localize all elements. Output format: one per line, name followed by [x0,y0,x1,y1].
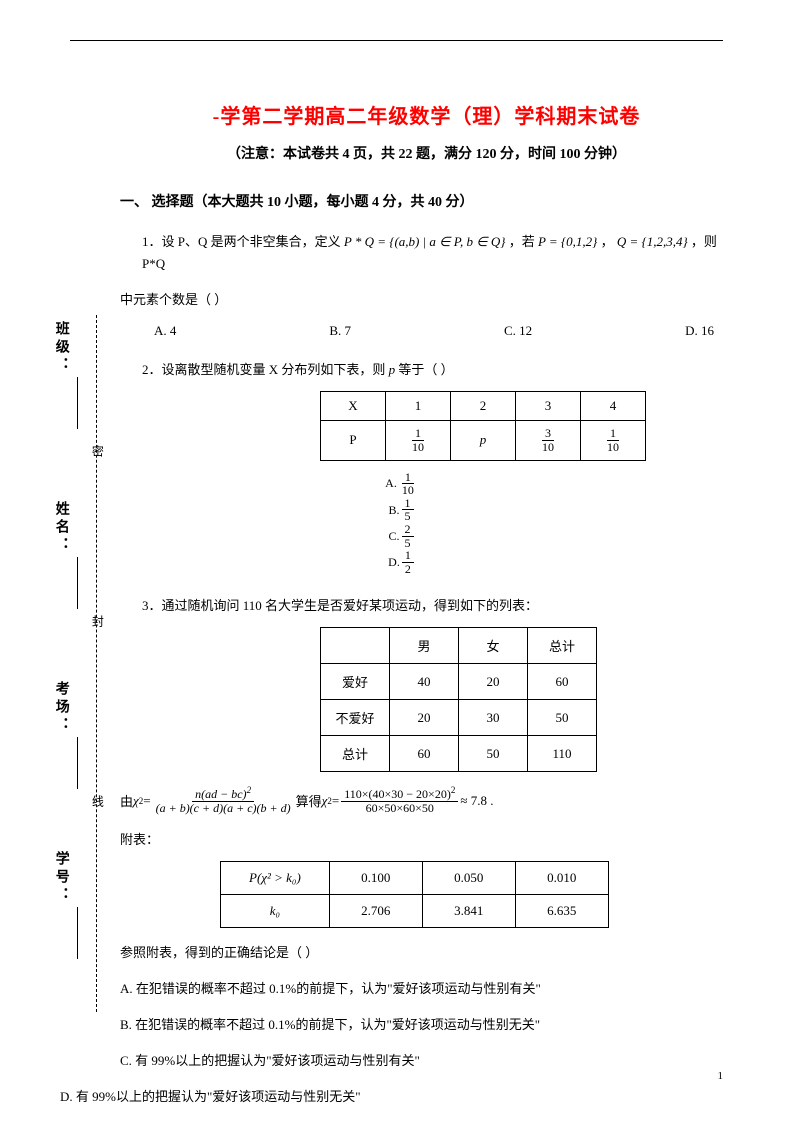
cell: 总计 [321,736,390,772]
table-row: 爱好 40 20 60 [321,664,597,700]
formula-mid: 算得 [296,791,322,810]
cell: 20 [459,664,528,700]
table-row: 男 女 总计 [321,628,597,664]
eq: = [143,793,150,809]
cell: 3.841 [422,894,515,927]
q2-pvar: p [389,362,396,377]
row-label: P [321,421,386,460]
cell: 2 [451,392,516,421]
section-heading: 一、 选择题（本大题共 10 小题，每小题 4 分，共 40 分） [120,191,733,211]
page-number: 1 [718,1070,724,1082]
cell: 50 [528,700,597,736]
q1-opt-c: C. 12 [504,323,532,339]
q3-ptable-label: 附表： [120,829,733,851]
exam-subtitle: （注意：本试卷共 4 页，共 22 题，满分 120 分，时间 100 分钟） [120,143,733,163]
q1-P: P = {0,1,2} [538,234,597,249]
cell: 40 [390,664,459,700]
q1-line2: 中元素个数是（ ） [120,289,733,311]
q1-set-expr: P * Q = {(a,b) | a ∈ P, b ∈ Q} [344,234,506,249]
q3-opt-d: D. 有 99%以上的把握认为"爱好该项运动与性别无关" [60,1086,733,1108]
q2-dist-table: X 1 2 3 4 P 110 p 310 110 [320,391,646,460]
eq: = [332,793,339,809]
q2-text-b: 等于（ ） [398,362,453,377]
cell: 310 [516,421,581,460]
cell: 60 [528,664,597,700]
q3-formula: 由 χ2 = n(ad − bc)2 (a + b)(c + d)(a + c)… [120,786,733,814]
cell: 2.706 [329,894,422,927]
q3-opt-b: B. 在犯错误的概率不超过 0.1%的前提下，认为"爱好该项运动与性别无关" [120,1014,733,1036]
formula-frac-1: n(ad − bc)2 (a + b)(c + d)(a + c)(b + d) [153,786,294,814]
q3-conclusion-stem: 参照附表，得到的正确结论是（ ） [120,942,733,964]
q1-stem: 1．设 P、Q 是两个非空集合，定义 P * Q = {(a,b) | a ∈ … [142,231,733,275]
q1-opt-b: B. 7 [329,323,351,339]
q1-text-b: ，若 [509,234,538,249]
q1-Q: Q = {1,2,3,4} [617,234,688,249]
cell: P(χ² > k₀) [221,861,330,894]
cell: 爱好 [321,664,390,700]
cell: 50 [459,736,528,772]
cell: 4 [581,392,646,421]
q2-opt-b: B. 15 [388,497,415,523]
cell: 20 [390,700,459,736]
q2-opt-c: C. 25 [388,523,415,549]
page-content: -学第二学期高二年级数学（理）学科期末试卷 （注意：本试卷共 4 页，共 22 … [0,0,793,1148]
q3-opt-c: C. 有 99%以上的把握认为"爱好该项运动与性别有关" [120,1050,733,1072]
cell: 110 [528,736,597,772]
cell: 男 [390,628,459,664]
cell: 0.010 [515,861,608,894]
cell: 3 [516,392,581,421]
cell: 0.050 [422,861,515,894]
row-label: X [321,392,386,421]
table-row: 总计 60 50 110 [321,736,597,772]
q1-comma: ， [601,234,617,249]
q2-text-a: 2．设离散型随机变量 X 分布列如下表，则 [142,362,389,377]
cell: 女 [459,628,528,664]
cell: p [451,421,516,460]
table-row: P 110 p 310 110 [321,421,646,460]
cell: 1 [386,392,451,421]
table-row: P(χ² > k₀) 0.100 0.050 0.010 [221,861,609,894]
formula-pre: 由 [120,791,133,810]
exam-title: -学第二学期高二年级数学（理）学科期末试卷 [120,100,733,129]
formula-frac-2: 110×(40×30 − 20×20)2 60×50×60×50 [341,786,458,814]
q2-opt-a: A. 110 [385,471,419,497]
cell [321,628,390,664]
table-row: k₀ 2.706 3.841 6.635 [221,894,609,927]
cell: 60 [390,736,459,772]
q2-stem: 2．设离散型随机变量 X 分布列如下表，则 p 等于（ ） [142,359,733,381]
q3-stem: 3．通过随机询问 110 名大学生是否爱好某项运动，得到如下的列表： [142,595,733,617]
cell: 110 [581,421,646,460]
formula-approx: ≈ 7.8 . [460,793,493,809]
q2-options: A. 110 B. 15 C. 25 D. 12 [122,471,682,576]
cell: 30 [459,700,528,736]
q1-text-a: 1．设 P、Q 是两个非空集合，定义 [142,234,344,249]
cell: 6.635 [515,894,608,927]
table-row: X 1 2 3 4 [321,392,646,421]
q1-options: A. 4 B. 7 C. 12 D. 16 [154,323,714,339]
q3-contingency-table: 男 女 总计 爱好 40 20 60 不爱好 20 30 50 总计 60 50… [320,627,597,772]
q1-opt-d: D. 16 [685,323,714,339]
cell: 不爱好 [321,700,390,736]
q3-opt-a: A. 在犯错误的概率不超过 0.1%的前提下，认为"爱好该项运动与性别有关" [120,978,733,1000]
cell: k₀ [221,894,330,927]
cell: 总计 [528,628,597,664]
q3-p-table: P(χ² > k₀) 0.100 0.050 0.010 k₀ 2.706 3.… [220,861,609,928]
cell: 0.100 [329,861,422,894]
q2-opt-d: D. 12 [388,549,416,575]
q1-opt-a: A. 4 [154,323,176,339]
cell: 110 [386,421,451,460]
table-row: 不爱好 20 30 50 [321,700,597,736]
